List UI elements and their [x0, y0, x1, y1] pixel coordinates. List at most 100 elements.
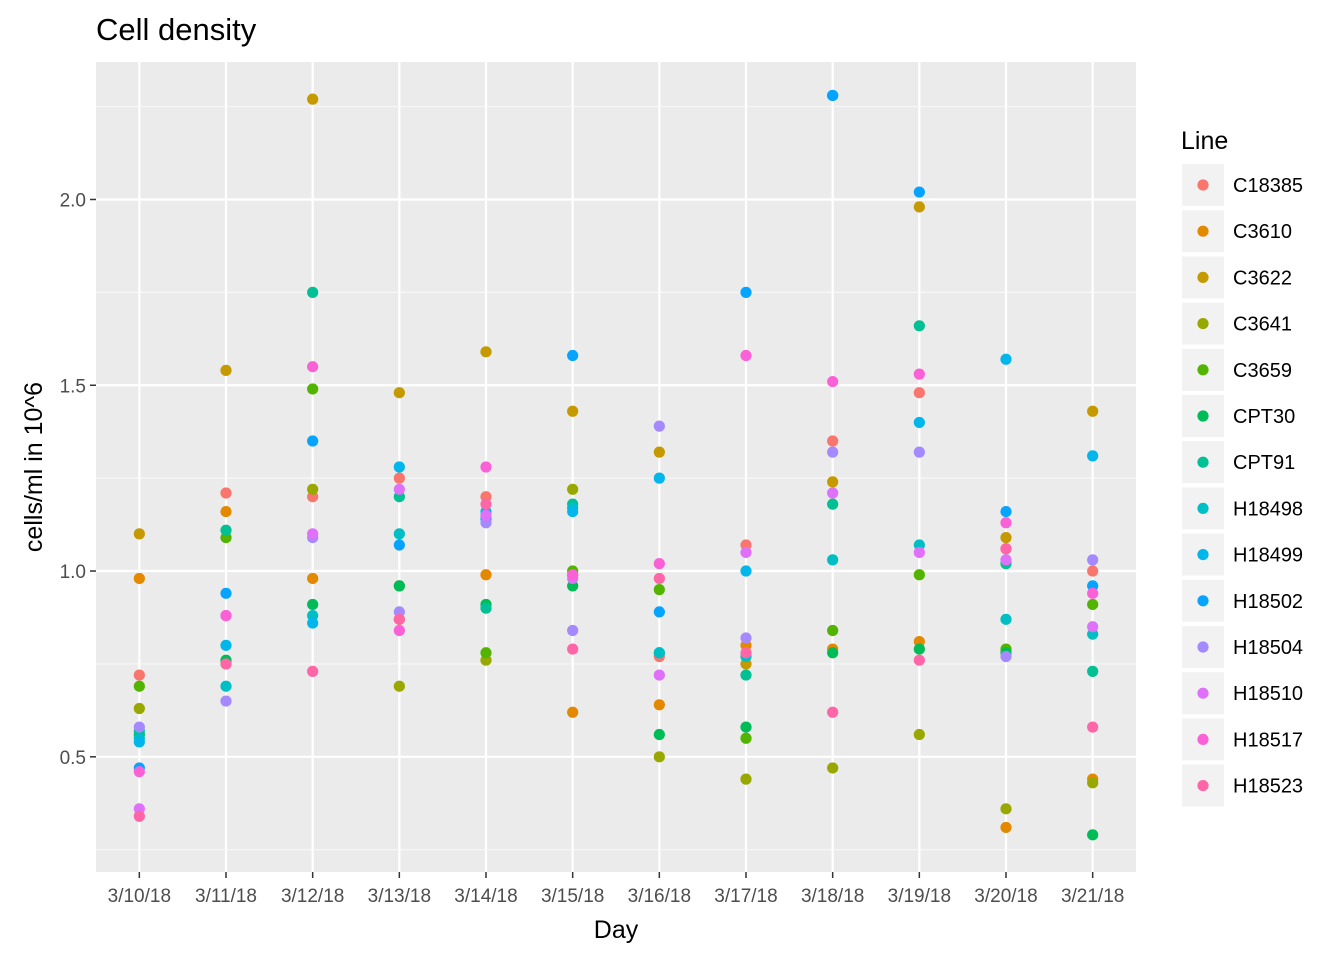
data-point	[1087, 621, 1099, 633]
y-tick-label: 2.0	[60, 190, 86, 211]
data-point	[740, 632, 752, 644]
data-point	[1000, 613, 1012, 625]
data-point	[827, 476, 839, 488]
data-point	[740, 647, 752, 659]
x-axis: 3/10/18 3/11/18 3/12/18 3/13/18 3/14/18 3/15/…	[108, 872, 1124, 907]
data-point	[827, 375, 839, 388]
data-point	[393, 472, 405, 484]
legend-swatch	[1197, 456, 1209, 468]
x-tick-label: 3/14/18	[454, 886, 517, 907]
data-point	[740, 669, 752, 681]
data-point	[567, 405, 579, 417]
data-point	[1087, 721, 1099, 733]
data-point	[567, 624, 579, 637]
data-point	[913, 446, 925, 458]
data-point	[827, 624, 839, 637]
plot-panel	[96, 62, 1136, 872]
data-point	[480, 509, 492, 521]
data-point	[653, 606, 665, 618]
legend-swatch	[1197, 271, 1209, 283]
x-tick-label: 3/21/18	[1061, 886, 1124, 907]
data-point	[480, 602, 492, 614]
legend: Line C18385 C3610 C3622 C3641 C3659 CPT30 CPT9…	[1181, 127, 1303, 807]
data-point	[220, 505, 232, 518]
data-point	[480, 647, 492, 659]
y-tick-label: 1.5	[60, 376, 86, 397]
data-point	[1000, 803, 1012, 815]
legend-swatch	[1197, 502, 1209, 514]
legend-title: Line	[1181, 127, 1228, 155]
data-point	[133, 680, 145, 692]
data-point	[393, 539, 405, 551]
data-point	[133, 702, 145, 715]
data-point	[220, 639, 232, 651]
data-point	[913, 416, 925, 429]
data-point	[1087, 598, 1099, 611]
legend-item: C18385	[1182, 164, 1303, 206]
data-point	[1087, 829, 1099, 841]
data-point	[220, 364, 232, 376]
data-point	[740, 546, 752, 559]
legend-item: H18523	[1182, 764, 1303, 807]
data-point	[393, 624, 405, 637]
data-point	[653, 572, 665, 585]
data-point	[307, 665, 319, 677]
legend-swatch	[1197, 549, 1209, 561]
data-point	[913, 201, 925, 213]
data-point	[307, 286, 319, 298]
data-point	[307, 617, 319, 629]
data-point	[133, 572, 145, 585]
data-point	[740, 565, 752, 577]
data-point	[480, 569, 492, 581]
data-point	[480, 346, 492, 358]
data-point	[653, 558, 665, 570]
data-point	[653, 751, 665, 763]
legend-item: H18510	[1182, 672, 1303, 715]
legend-items: C18385 C3610 C3622 C3641 C3659 CPT30 CPT91 H184…	[1182, 164, 1303, 807]
data-points	[133, 89, 1099, 841]
data-point	[913, 569, 925, 581]
data-point	[1087, 587, 1099, 599]
legend-item: H18517	[1182, 718, 1303, 761]
legend-item: H18504	[1182, 626, 1303, 668]
data-point	[567, 643, 579, 655]
data-point	[307, 483, 319, 495]
legend-swatch	[1197, 641, 1209, 653]
data-point	[133, 669, 145, 681]
legend-label: C3622	[1233, 267, 1292, 289]
legend-label: H18502	[1233, 591, 1303, 613]
data-point	[827, 487, 839, 499]
legend-label: H18523	[1233, 776, 1303, 798]
data-point	[1000, 543, 1012, 555]
data-point	[827, 762, 839, 774]
legend-item: C3622	[1182, 256, 1292, 299]
legend-swatch	[1197, 364, 1209, 376]
data-point	[827, 446, 839, 458]
data-point	[1000, 650, 1012, 663]
data-point	[653, 728, 665, 741]
data-point	[133, 810, 145, 822]
legend-item: C3659	[1182, 348, 1292, 391]
data-point	[393, 483, 405, 495]
data-point	[393, 387, 405, 399]
data-point	[220, 695, 232, 707]
data-point	[220, 524, 232, 536]
legend-label: H18504	[1233, 637, 1303, 659]
data-point	[480, 461, 492, 473]
x-axis-title: Day	[594, 916, 639, 944]
data-point	[1087, 665, 1099, 677]
data-point	[393, 461, 405, 473]
data-point	[307, 598, 319, 611]
data-point	[1087, 777, 1099, 789]
data-point	[567, 505, 579, 518]
legend-label: C3659	[1233, 360, 1292, 382]
y-tick-label: 1.0	[60, 562, 86, 583]
x-tick-label: 3/17/18	[714, 886, 777, 907]
data-point	[913, 320, 925, 332]
x-tick-label: 3/18/18	[801, 886, 864, 907]
data-point	[913, 186, 925, 198]
data-point	[393, 580, 405, 592]
legend-swatch	[1197, 733, 1209, 746]
data-point	[220, 658, 232, 670]
